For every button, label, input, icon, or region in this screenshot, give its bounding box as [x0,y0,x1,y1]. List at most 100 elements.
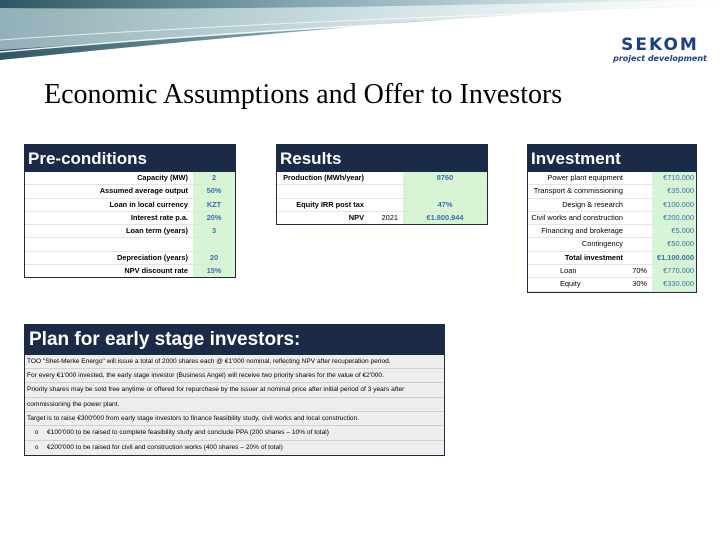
precondition-row: Assumed average output 50% [25,185,235,199]
results-title: Results [277,145,487,172]
row-value: €100.000 [652,198,696,211]
precondition-row: Loan in local currency KZT [25,198,235,212]
row-label: Civil works and construction [531,212,623,222]
result-row: Equity IRR post tax 47% [277,198,487,212]
row-label: Financing and brokerage [541,226,623,236]
row-value [403,185,487,198]
investment-total-row: Total investment €1.100.000 [528,251,696,266]
row-label: Assumed average output [99,186,188,196]
investment-row: Design & research €100.000 [528,198,696,212]
row-value: €1.100.000 [652,251,696,265]
result-label: Equity IRR post tax [296,199,364,209]
row-label: Production (MWh/year) [277,172,403,184]
result-sub [378,172,398,184]
row-label: Transport & commissioning [533,186,623,196]
plan-body: TOO "Shet-Merke Energo" will issue a tot… [25,355,444,456]
row-value: €710.000 [652,172,696,185]
row-label: Capacity (MW) [137,173,188,182]
precondition-row: Loan term (years) 3 [25,225,235,239]
row-value: €50.000 [652,238,696,251]
page-title: Economic Assumptions and Offer to Invest… [44,79,563,110]
result-row: NPV 2021 €1.800.944 [277,211,487,225]
result-sub [378,199,398,211]
row-percent [623,199,647,211]
row-value: €1.800.944 [403,211,487,225]
row-value: 20 [193,251,235,265]
row-value: KZT [193,198,235,211]
row-label: Equity [560,279,581,289]
row-label: Power plant equipment [547,173,623,182]
row-value: 20% [193,211,235,225]
result-label: NPV [348,212,364,222]
row-label: Loan [560,266,577,276]
investment-row: Contingency €50.000 [528,238,696,252]
row-value: 2 [193,172,235,185]
precondition-row: NPV discount rate 15% [25,265,235,278]
result-sub: 2021 [381,212,398,222]
precondition-row: Capacity (MW) 2 [25,172,235,186]
precondition-row: Depreciation (years) 20 [25,251,235,266]
plan-text-line: Priority shares may be sold free anytime… [25,383,444,398]
precondition-row: Interest rate p.a. 20% [25,211,235,226]
row-value: 3 [193,225,235,238]
row-label: Design & research [562,199,623,209]
preconditions-panel: Pre-conditions Capacity (MW) 2 Assumed av… [24,144,236,279]
investment-row: Civil works and construction €200.000 [528,211,696,226]
row-percent [623,252,647,264]
investment-panel: Investment Power plant equipment €710.000… [527,144,697,293]
row-percent [623,238,647,250]
investment-title: Investment [528,145,696,172]
row-label: Total investment [564,252,623,262]
row-label: Depreciation (years) [116,252,188,262]
row-percent [623,185,647,197]
logo-wordmark: SEKOM [621,35,699,55]
row-value: €5.000 [652,225,696,238]
investment-row: Financing and brokerage €5.000 [528,225,696,239]
investment-row: Transport & commissioning €35.000 [528,185,696,199]
plan-title: Plan for early stage investors: [25,325,444,355]
row-label: Loan term (years) [125,226,188,236]
result-sub [378,185,398,197]
row-percent [623,225,647,237]
investment-row: Equity 30% €330.000 [528,278,696,292]
plan-text-line: Target is to raise €300'000 from early s… [25,412,444,427]
row-value: 47% [403,198,487,211]
row-label: Interest rate p.a. [130,212,188,222]
row-percent [623,212,647,224]
row-label: Loan in local currency [109,199,188,209]
row-label [25,238,193,250]
row-label: NPV 2021 [277,212,403,224]
plan-text-line: commissioning the power plant. [25,398,444,412]
row-label [277,185,403,197]
preconditions-title: Pre-conditions [25,145,235,172]
row-percent [623,172,647,184]
row-value: €200.000 [652,211,696,225]
row-value: €330.000 [652,278,696,291]
row-percent: 30% [632,279,647,289]
row-value: 8760 [403,172,487,185]
row-label: Contingency [581,239,623,249]
header-swoosh-banner [0,0,720,60]
investment-row: Loan 70% €770.000 [528,265,696,279]
row-percent: 70% [632,266,647,276]
row-value: €770.000 [652,265,696,278]
logo-tagline: project development [613,54,707,63]
row-value: 15% [193,265,235,278]
investment-row: Power plant equipment €710.000 [528,172,696,186]
row-value: €35.000 [652,185,696,198]
row-label: Equity IRR post tax [277,199,403,211]
plan-bullet-item: €200'000 to be raised for civil and cons… [25,441,444,455]
result-row-blank [277,185,487,199]
results-panel: Results Production (MWh/year) 8760 Equity… [276,144,488,226]
plan-text-line: TOO "Shet-Merke Energo" will issue a tot… [25,355,444,370]
precondition-row-blank [25,238,235,252]
result-label: Production (MWh/year) [283,173,364,182]
row-label: NPV discount rate [124,266,188,276]
row-value [193,238,235,251]
row-value: 50% [193,185,235,198]
plan-text-line: For every €1'000 invested, the early sta… [25,369,444,384]
plan-bullet-item: €100'000 to be raised to complete feasib… [25,426,444,442]
plan-panel: Plan for early stage investors: TOO "She… [24,324,445,457]
company-logo: SEKOM project development [610,36,710,64]
result-row: Production (MWh/year) 8760 [277,172,487,186]
